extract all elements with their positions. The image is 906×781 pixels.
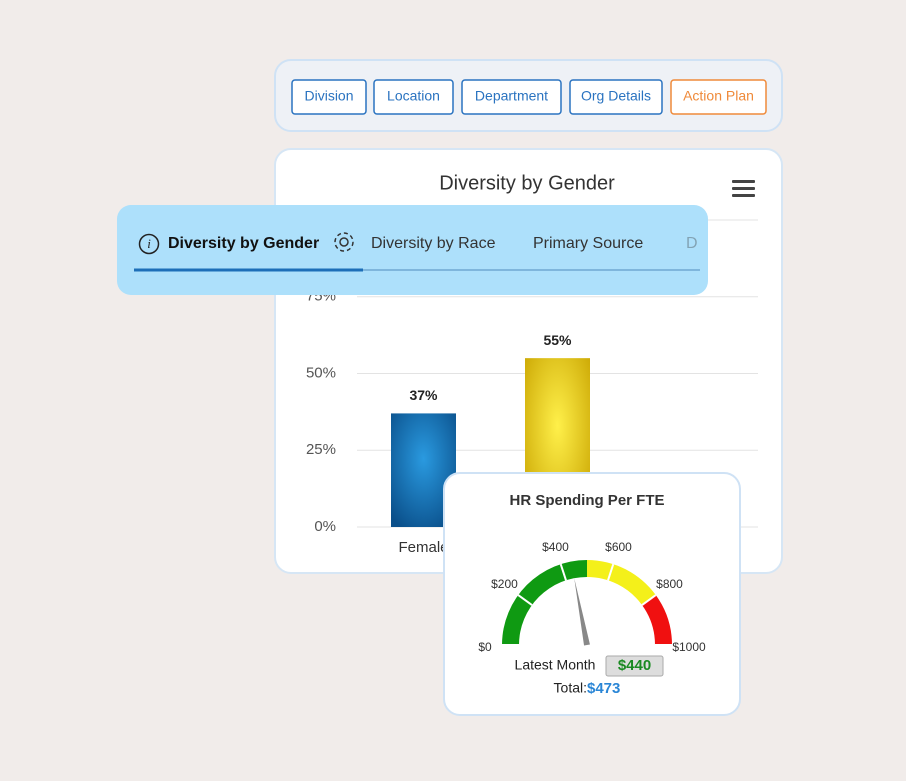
value-caption: Latest Month: [515, 657, 596, 673]
button[interactable]: [291, 79, 367, 115]
chart-title: Diversity by Gender: [439, 172, 615, 194]
gauge-tick-label: $400: [542, 540, 569, 554]
gauge-card: HR Spending Per FTE $0 $200 $400 $600 $800 $10…: [443, 472, 741, 716]
gauge-tick-label: $800: [656, 577, 683, 591]
tab-label[interactable]: Diversity by Race: [371, 235, 496, 252]
x-tick-label: Female: [398, 539, 448, 556]
gauge-title: HR Spending Per FTE: [509, 492, 664, 509]
button[interactable]: [373, 79, 454, 115]
gauge-band: [502, 560, 587, 645]
gauge-tick-label: $1000: [672, 640, 706, 654]
button[interactable]: [670, 79, 767, 115]
data-label: 37%: [409, 387, 438, 403]
button-label[interactable]: Org Details: [581, 88, 651, 104]
button-label[interactable]: Division: [304, 88, 353, 104]
y-tick-label: 50%: [306, 364, 336, 381]
data-label: 55%: [543, 332, 572, 348]
value-label: $440: [618, 657, 651, 674]
menu-icon[interactable]: [732, 180, 755, 197]
gauge-tick-label: $200: [491, 577, 518, 591]
gauge-tick-label: $0: [478, 640, 492, 654]
settings-icon[interactable]: [334, 232, 354, 252]
gauge-tick: [559, 563, 567, 581]
gauge-needle: [574, 578, 590, 646]
tab-list: Diversity by Gender Diversity by Race Prim…: [168, 235, 698, 252]
tab-label[interactable]: Diversity by Gender: [168, 235, 319, 252]
button[interactable]: [569, 79, 663, 115]
gauge-band: [642, 595, 672, 645]
gauge-tick-label: $600: [605, 540, 632, 554]
gauge-tick: [641, 594, 657, 606]
tab-bar: i Diversity by Gender Diversity by Race Pr…: [117, 205, 708, 295]
gauge-band: [587, 560, 656, 606]
button-label[interactable]: Action Plan: [683, 88, 754, 104]
tab-label[interactable]: D: [686, 235, 698, 252]
button[interactable]: [461, 79, 562, 115]
value-box: [605, 655, 664, 677]
tab-label[interactable]: Primary Source: [533, 235, 643, 252]
y-tick-label: 25%: [306, 441, 336, 458]
total-caption: Total:: [554, 680, 587, 696]
total-label: $473: [587, 680, 620, 697]
svg-text:i: i: [147, 236, 151, 251]
button-label[interactable]: Location: [387, 88, 440, 104]
button-label[interactable]: Department: [475, 88, 548, 104]
gauge-tick: [517, 594, 533, 606]
gauge-tick: [607, 563, 615, 581]
button-bar: Division Location Department Org Details Act…: [274, 59, 783, 132]
y-tick-label: 0%: [314, 518, 336, 535]
info-icon: [138, 233, 160, 255]
